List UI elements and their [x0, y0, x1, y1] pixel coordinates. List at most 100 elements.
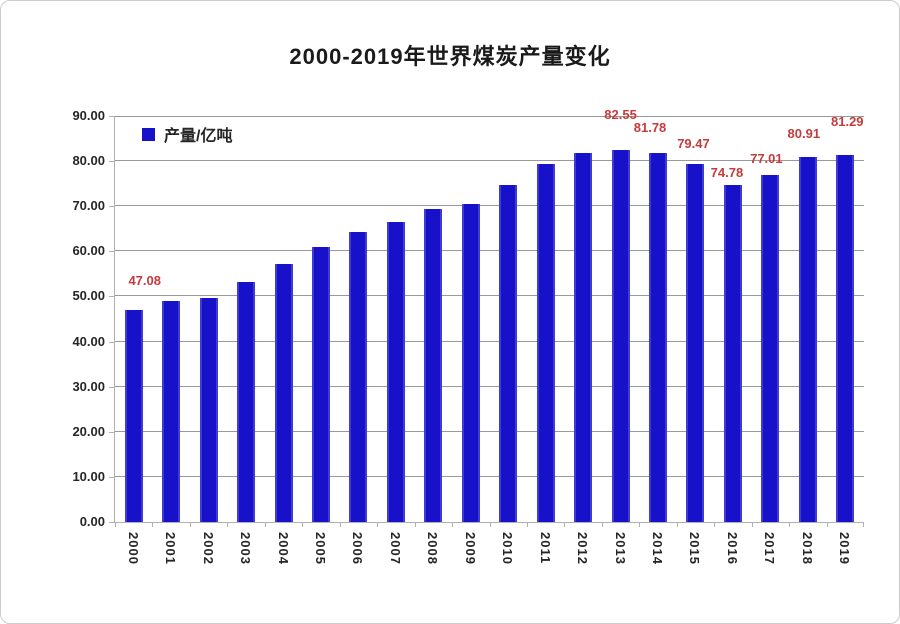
- x-axis-tick-mark: [414, 522, 416, 527]
- bar-2005: [311, 246, 330, 522]
- y-axis-tick-label: 90.00: [72, 108, 105, 123]
- x-axis-tick-mark: [152, 522, 154, 527]
- x-axis-tick-label-2014: 2014: [650, 532, 666, 565]
- x-axis-tick-mark: [564, 522, 566, 527]
- x-axis-tick-mark: [676, 522, 678, 527]
- x-axis-tick-label-2003: 2003: [238, 532, 254, 565]
- y-axis-tick-label: 40.00: [72, 333, 105, 349]
- bar-2003: [237, 282, 256, 522]
- bar-2001: [162, 300, 181, 522]
- bar-2008: [424, 209, 443, 522]
- x-axis-tick-label-2010: 2010: [500, 532, 516, 565]
- bar-2016: [723, 184, 742, 522]
- data-label-2018: 80.91: [787, 126, 821, 141]
- x-axis-tick-label-2000: 2000: [125, 532, 141, 565]
- x-axis-tick-mark: [227, 522, 229, 527]
- y-axis-tick-mark: [109, 522, 114, 523]
- x-axis-tick-label-2005: 2005: [312, 532, 328, 565]
- y-axis-tick-label: 30.00: [72, 378, 105, 394]
- bar-2014: [649, 153, 668, 522]
- x-axis-tick-mark: [863, 522, 864, 527]
- x-axis-tick-label-2015: 2015: [687, 532, 703, 565]
- data-label-2015: 79.47: [677, 135, 710, 151]
- bar-2017: [761, 174, 780, 522]
- y-axis-tick-label: 0.00: [79, 514, 105, 529]
- x-axis-tick-label-2002: 2002: [200, 532, 216, 565]
- data-label-2019: 81.29: [830, 114, 864, 130]
- bar-2015: [686, 163, 705, 522]
- x-axis-tick-label-2009: 2009: [462, 532, 478, 565]
- x-axis-tick-label-2018: 2018: [799, 532, 815, 565]
- y-axis-tick-mark: [109, 296, 114, 298]
- gridline: [115, 295, 864, 297]
- x-axis-tick-label-2012: 2012: [575, 532, 591, 565]
- legend: 产量/亿吨: [142, 122, 232, 146]
- data-label-2000: 47.08: [128, 272, 161, 288]
- x-axis-tick-label-2013: 2013: [612, 532, 628, 565]
- bar-2010: [499, 185, 518, 522]
- x-axis-tick-mark: [189, 522, 191, 527]
- y-axis-tick-label: 70.00: [72, 198, 105, 214]
- y-axis-tick-mark: [109, 161, 114, 163]
- y-axis-tick-mark: [109, 476, 114, 478]
- gridline: [115, 340, 864, 342]
- bar-2006: [349, 232, 368, 522]
- gridline: [115, 385, 864, 387]
- data-label-2016: 74.78: [710, 164, 744, 180]
- bar-2011: [536, 164, 555, 522]
- gridline: [115, 205, 864, 207]
- y-axis-tick-label: 80.00: [72, 153, 105, 169]
- x-axis-tick-label-2011: 2011: [537, 532, 553, 565]
- gridline: [115, 475, 864, 477]
- x-axis-tick-mark: [302, 522, 304, 527]
- gridline: [115, 160, 864, 162]
- y-axis-tick-label: 60.00: [72, 243, 105, 259]
- bar-2009: [461, 203, 480, 522]
- x-axis-tick-label-2001: 2001: [163, 532, 179, 565]
- x-axis-tick-label-2019: 2019: [837, 532, 853, 565]
- x-axis-tick-label-2007: 2007: [387, 532, 403, 565]
- bar-2000: [124, 309, 143, 522]
- gridline: [115, 430, 864, 432]
- y-axis-tick-mark: [109, 386, 114, 388]
- data-label-2014: 81.78: [633, 120, 667, 136]
- x-axis-tick-mark: [789, 522, 791, 527]
- gridline: [115, 250, 864, 252]
- x-axis-tick-mark: [751, 522, 753, 527]
- chart-title: 2000-2019年世界煤炭产量变化: [289, 44, 611, 69]
- y-axis-tick-mark: [109, 431, 114, 433]
- y-axis-tick-mark: [109, 206, 114, 208]
- y-axis-tick-label: 20.00: [72, 423, 105, 439]
- y-axis-tick-label: 10.00: [72, 468, 105, 484]
- x-axis-tick-mark: [639, 522, 641, 527]
- data-label-2017: 77.01: [750, 150, 783, 166]
- x-axis-tick-label-2006: 2006: [350, 532, 366, 565]
- x-axis-tick-mark: [339, 522, 341, 527]
- y-axis-tick-mark: [109, 341, 114, 343]
- x-axis-tick-mark: [489, 522, 491, 527]
- x-axis-tick-mark: [714, 522, 716, 527]
- x-axis-tick-mark: [452, 522, 454, 527]
- x-axis-tick-label-2016: 2016: [724, 532, 740, 565]
- bar-2004: [274, 263, 293, 522]
- x-axis-tick-mark: [526, 522, 528, 527]
- x-axis-tick-mark: [264, 522, 266, 527]
- y-axis-tick-label: 50.00: [72, 288, 105, 304]
- data-label-2013: 82.55: [604, 106, 637, 122]
- plot-area: 0.00 10.00 20.00 30.00 40.00 50.00 60.00 70.00 8…: [72, 107, 864, 565]
- bar-2019: [836, 155, 855, 522]
- y-axis-tick-mark: [109, 251, 114, 253]
- bar-2013: [611, 149, 630, 522]
- y-axis-tick-mark: [109, 116, 114, 117]
- x-axis-tick-label-2008: 2008: [425, 532, 441, 565]
- gridline: [115, 116, 864, 117]
- bar-2007: [386, 221, 405, 522]
- legend-label: 产量/亿吨: [164, 128, 233, 145]
- bar-2002: [199, 298, 218, 522]
- bar-2018: [798, 157, 817, 522]
- x-axis-tick-mark: [826, 522, 828, 527]
- x-axis-tick-mark: [115, 522, 116, 527]
- x-axis-tick-mark: [601, 522, 603, 527]
- x-axis-tick-label-2004: 2004: [275, 532, 291, 565]
